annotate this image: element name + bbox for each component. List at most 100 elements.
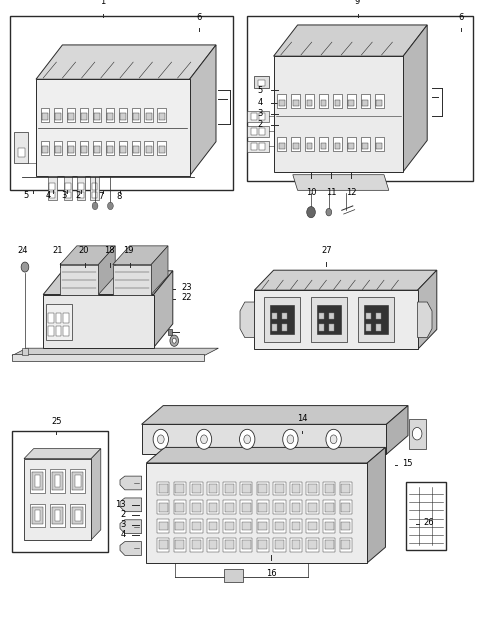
Bar bbox=[55, 146, 61, 153]
Polygon shape bbox=[154, 271, 173, 348]
Bar bbox=[240, 538, 252, 552]
Text: 2: 2 bbox=[258, 120, 263, 129]
Bar bbox=[291, 94, 300, 108]
Text: 25: 25 bbox=[51, 417, 61, 426]
Bar bbox=[272, 313, 277, 319]
Text: 2: 2 bbox=[76, 191, 81, 200]
Bar bbox=[90, 176, 99, 200]
Bar bbox=[92, 192, 97, 198]
Bar bbox=[192, 503, 201, 512]
Polygon shape bbox=[91, 449, 101, 540]
Bar bbox=[341, 484, 350, 493]
Bar bbox=[12, 354, 204, 361]
Bar bbox=[157, 141, 166, 155]
Bar bbox=[80, 141, 88, 155]
Bar bbox=[247, 141, 269, 152]
Text: 3: 3 bbox=[258, 109, 263, 118]
Bar bbox=[209, 540, 217, 549]
Polygon shape bbox=[12, 348, 218, 356]
Bar bbox=[176, 503, 184, 512]
Bar bbox=[275, 484, 284, 493]
Bar bbox=[258, 484, 267, 493]
Bar bbox=[292, 484, 300, 493]
Bar bbox=[319, 137, 328, 151]
Bar bbox=[264, 297, 300, 342]
Bar bbox=[306, 519, 319, 533]
Bar bbox=[323, 482, 336, 495]
Bar bbox=[240, 519, 252, 533]
Polygon shape bbox=[120, 476, 142, 490]
Bar bbox=[65, 183, 71, 190]
Bar bbox=[270, 305, 294, 334]
Text: 22: 22 bbox=[181, 293, 192, 301]
Bar bbox=[72, 472, 83, 490]
Bar bbox=[292, 540, 300, 549]
Bar bbox=[256, 538, 269, 552]
Bar bbox=[319, 313, 324, 319]
Circle shape bbox=[170, 335, 179, 346]
Bar bbox=[290, 482, 302, 495]
Bar bbox=[308, 522, 317, 530]
Bar bbox=[56, 313, 61, 323]
Polygon shape bbox=[418, 270, 437, 349]
Text: 5: 5 bbox=[24, 191, 29, 200]
Bar bbox=[209, 522, 217, 530]
Bar bbox=[277, 94, 286, 108]
Bar bbox=[321, 100, 326, 106]
Bar bbox=[50, 469, 65, 493]
Bar bbox=[30, 504, 45, 527]
Bar bbox=[325, 503, 334, 512]
Bar bbox=[176, 484, 184, 493]
Polygon shape bbox=[367, 447, 385, 563]
Bar bbox=[308, 484, 317, 493]
Bar bbox=[60, 265, 98, 295]
Text: 3: 3 bbox=[61, 191, 67, 200]
Bar bbox=[146, 146, 152, 153]
Bar bbox=[68, 113, 74, 120]
Bar bbox=[321, 143, 326, 149]
Bar bbox=[290, 519, 302, 533]
Bar bbox=[209, 484, 217, 493]
Circle shape bbox=[326, 429, 341, 449]
Circle shape bbox=[153, 429, 168, 449]
Bar bbox=[339, 519, 352, 533]
Bar bbox=[335, 143, 340, 149]
Text: 24: 24 bbox=[18, 246, 28, 255]
Polygon shape bbox=[24, 449, 101, 459]
Bar bbox=[254, 76, 269, 89]
Bar bbox=[146, 113, 152, 120]
Bar bbox=[348, 143, 354, 149]
Bar bbox=[35, 510, 40, 521]
Bar bbox=[335, 100, 340, 106]
Polygon shape bbox=[403, 25, 427, 172]
Bar bbox=[36, 79, 190, 176]
Text: 19: 19 bbox=[123, 246, 134, 255]
Bar bbox=[157, 108, 166, 122]
Bar bbox=[225, 503, 234, 512]
Bar bbox=[341, 522, 350, 530]
Text: 2: 2 bbox=[120, 510, 126, 519]
Bar bbox=[358, 297, 394, 342]
Bar bbox=[159, 484, 168, 493]
Bar bbox=[242, 522, 251, 530]
Bar bbox=[307, 100, 312, 106]
Bar bbox=[275, 522, 284, 530]
Bar bbox=[78, 183, 84, 190]
Bar bbox=[157, 519, 169, 533]
Text: 8: 8 bbox=[116, 192, 122, 201]
Text: 13: 13 bbox=[115, 500, 126, 509]
Bar bbox=[77, 176, 85, 200]
Bar bbox=[293, 100, 299, 106]
Bar bbox=[256, 519, 269, 533]
Bar bbox=[242, 503, 251, 512]
Bar bbox=[308, 503, 317, 512]
Bar bbox=[48, 313, 54, 323]
Bar bbox=[48, 176, 57, 200]
Bar bbox=[174, 538, 186, 552]
Bar bbox=[323, 538, 336, 552]
Circle shape bbox=[326, 208, 332, 216]
Polygon shape bbox=[146, 447, 385, 463]
Bar bbox=[251, 143, 257, 150]
Bar bbox=[119, 141, 127, 155]
Bar bbox=[50, 504, 65, 527]
